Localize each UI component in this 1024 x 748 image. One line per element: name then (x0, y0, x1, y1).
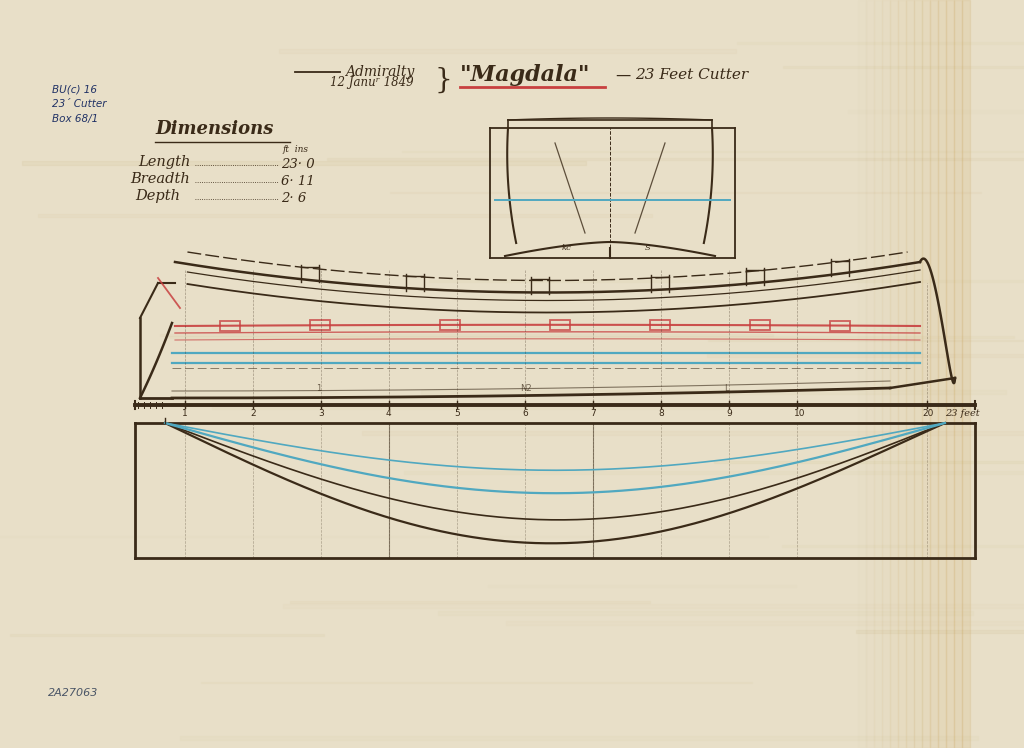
Text: 6· 11: 6· 11 (281, 175, 314, 188)
Bar (914, 0, 922, 748)
Bar (440, 320, 460, 330)
Text: 1: 1 (182, 409, 187, 418)
Text: 5: 5 (454, 409, 460, 418)
Text: Depth: Depth (135, 189, 180, 203)
Bar (220, 321, 240, 331)
Bar (858, 0, 866, 748)
Bar (750, 320, 770, 330)
Text: 1: 1 (316, 384, 322, 393)
Text: 2A27063: 2A27063 (48, 688, 98, 698)
Text: Box 68/1: Box 68/1 (52, 114, 98, 124)
Text: "Magdala": "Magdala" (460, 64, 591, 86)
Text: 10: 10 (794, 409, 806, 418)
Text: 12 Januʳ 1849: 12 Januʳ 1849 (330, 76, 414, 89)
Bar (946, 0, 954, 748)
Text: 23 Feet Cutter: 23 Feet Cutter (635, 68, 749, 82)
Text: 23 feet: 23 feet (945, 409, 980, 418)
Text: 6: 6 (522, 409, 527, 418)
Bar (954, 0, 962, 748)
Text: N2: N2 (520, 384, 531, 393)
Text: }: } (435, 67, 453, 94)
Text: Breadth: Breadth (130, 172, 189, 186)
Bar (938, 0, 946, 748)
Text: L: L (724, 384, 729, 393)
Text: 20: 20 (922, 409, 933, 418)
Text: 7: 7 (590, 409, 596, 418)
Bar (830, 321, 850, 331)
Text: Admiralty: Admiralty (345, 65, 415, 79)
Bar (930, 0, 938, 748)
Bar (874, 0, 882, 748)
Bar (898, 0, 906, 748)
Text: 3: 3 (318, 409, 324, 418)
Text: 8: 8 (658, 409, 664, 418)
Text: BU(c) 16: BU(c) 16 (52, 84, 97, 94)
Bar (890, 0, 898, 748)
Text: —: — (615, 67, 630, 82)
Text: 2· 6: 2· 6 (281, 192, 306, 205)
Bar (962, 0, 970, 748)
Text: kc: kc (562, 244, 571, 252)
Bar (310, 320, 330, 331)
Bar (850, 0, 858, 748)
Bar (882, 0, 890, 748)
Text: ft  ins: ft ins (283, 145, 309, 154)
Text: 9: 9 (726, 409, 732, 418)
Text: Length: Length (138, 155, 190, 169)
Text: 23· 0: 23· 0 (281, 158, 314, 171)
Text: Dimensions: Dimensions (155, 120, 273, 138)
Text: 4: 4 (386, 409, 391, 418)
Bar (866, 0, 874, 748)
Bar (550, 320, 570, 330)
Bar (922, 0, 930, 748)
Text: 23´ Cutter: 23´ Cutter (52, 99, 106, 109)
Bar (650, 320, 670, 330)
Text: S: S (645, 244, 650, 252)
Bar (906, 0, 914, 748)
Text: 2: 2 (250, 409, 256, 418)
